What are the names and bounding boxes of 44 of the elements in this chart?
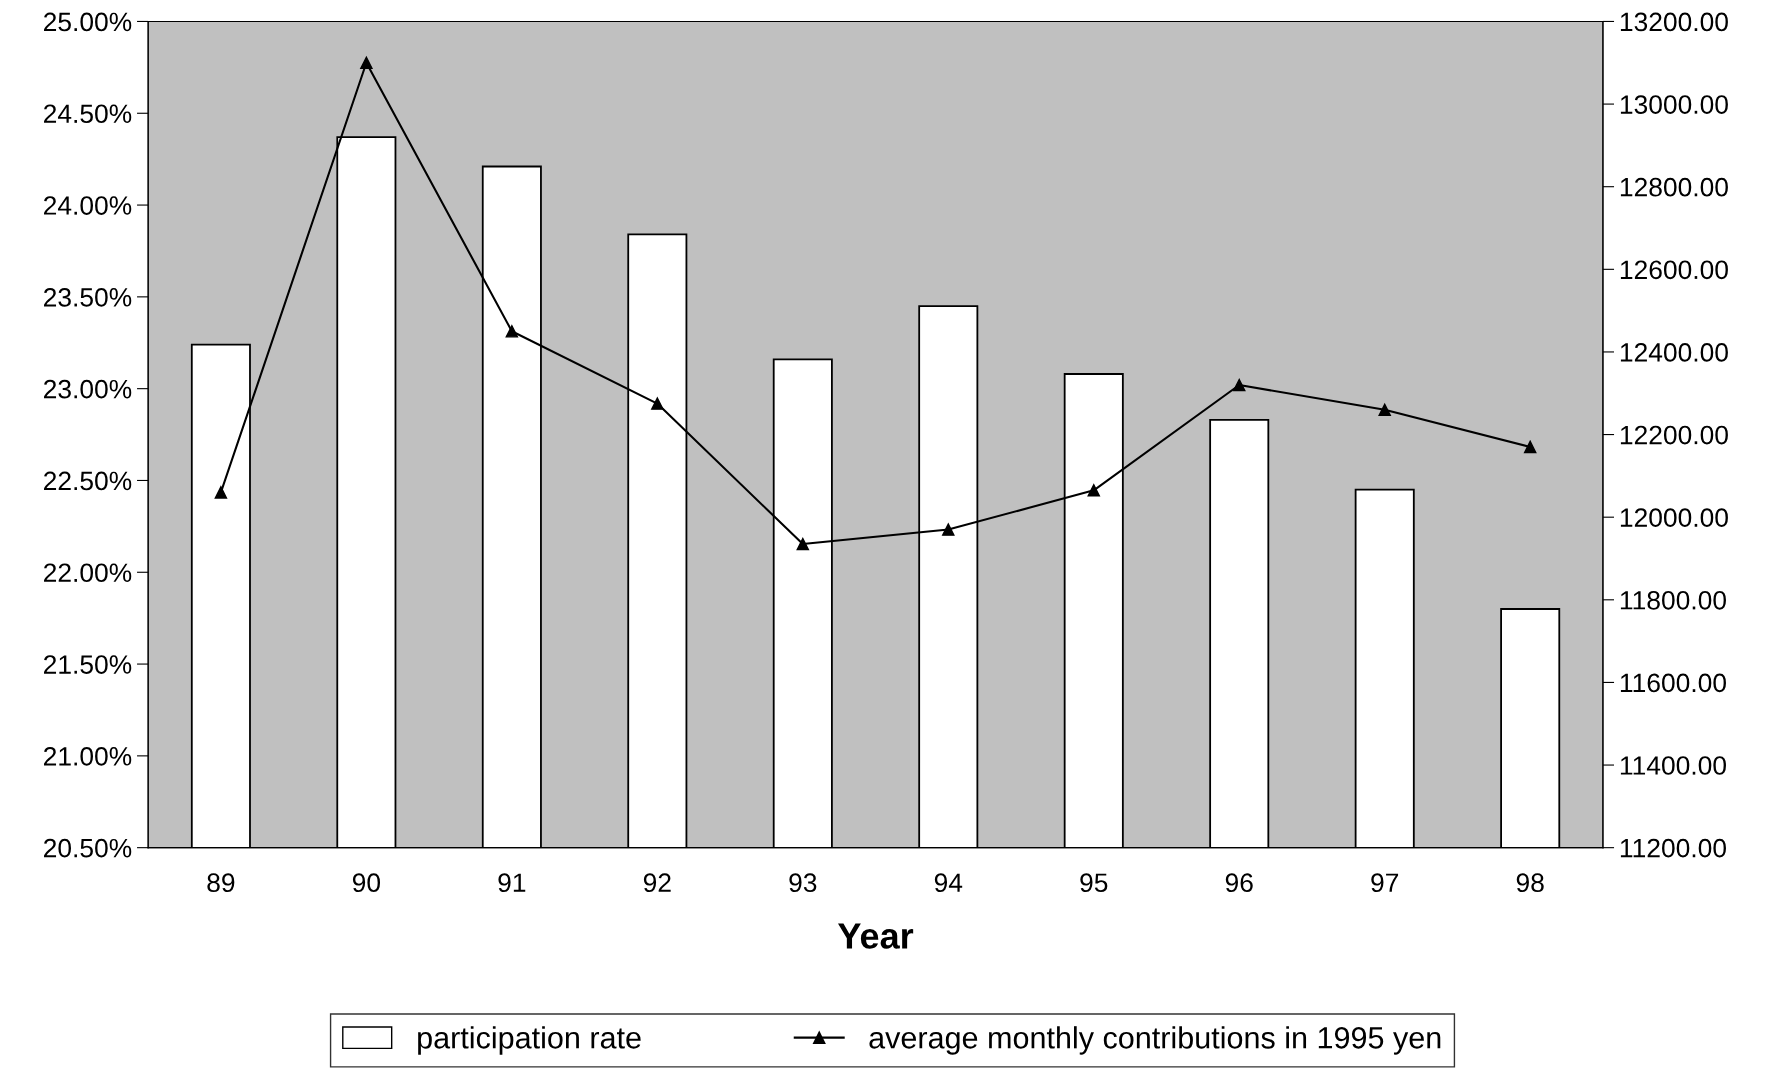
y2-tick-label: 11400.00 [1620,756,1726,775]
point [505,325,519,338]
y-tick-label: 20.50% [44,838,132,858]
x-tick-label: 97 [1371,873,1399,893]
y-tick-label: 25.00% [44,12,132,32]
x-tick-label: 90 [352,873,381,893]
y-tick-label: 21.00% [44,747,132,766]
y2-tick-label: 13000.00 [1620,95,1728,114]
point [1087,484,1101,497]
y2-tick-label: 11800.00 [1620,590,1726,610]
y2-tick-label: 11200.00 [1620,838,1726,858]
y-tick-label: 22.50% [44,471,132,491]
y-tick-label: 23.50% [44,288,132,307]
y2-tick-label: 13200.00 [1620,12,1728,32]
y2-tick-label: 12600.00 [1620,260,1728,280]
point [1378,403,1391,417]
point [1523,440,1537,454]
point [214,486,228,499]
y-tick-label: 21.50% [44,655,132,674]
y-tick-label: 23.00% [44,379,132,399]
point [651,397,664,410]
y2-tick-label: 12400.00 [1620,343,1728,362]
x-axis-title: Year [838,923,914,949]
x-tick-label: 93 [789,873,817,893]
y-tick-label: 24.00% [44,196,132,215]
y2-tick-label: 12800.00 [1620,177,1728,197]
x-tick-label: 95 [1080,873,1108,893]
y2-tick-label: 11600.00 [1620,673,1726,693]
point [942,523,955,536]
point [1232,378,1246,392]
x-tick-label: 89 [207,873,235,893]
x-tick-label: 98 [1516,873,1544,893]
legend-label: average monthly contributions in 1995 yen [869,1026,1441,1055]
point [796,537,810,551]
y-tick-label: 24.50% [44,104,132,124]
point [360,56,373,70]
x-tick-label: 92 [643,873,671,893]
y-tick-label: 22.00% [44,563,132,583]
x-tick-label: 94 [934,873,963,893]
x-tick-label: 96 [1225,873,1253,893]
y2-tick-label: 12000.00 [1620,508,1728,528]
x-tick-label: 91 [498,873,526,893]
legend-label: participation rate [418,1026,641,1055]
y2-tick-label: 12200.00 [1620,425,1728,445]
